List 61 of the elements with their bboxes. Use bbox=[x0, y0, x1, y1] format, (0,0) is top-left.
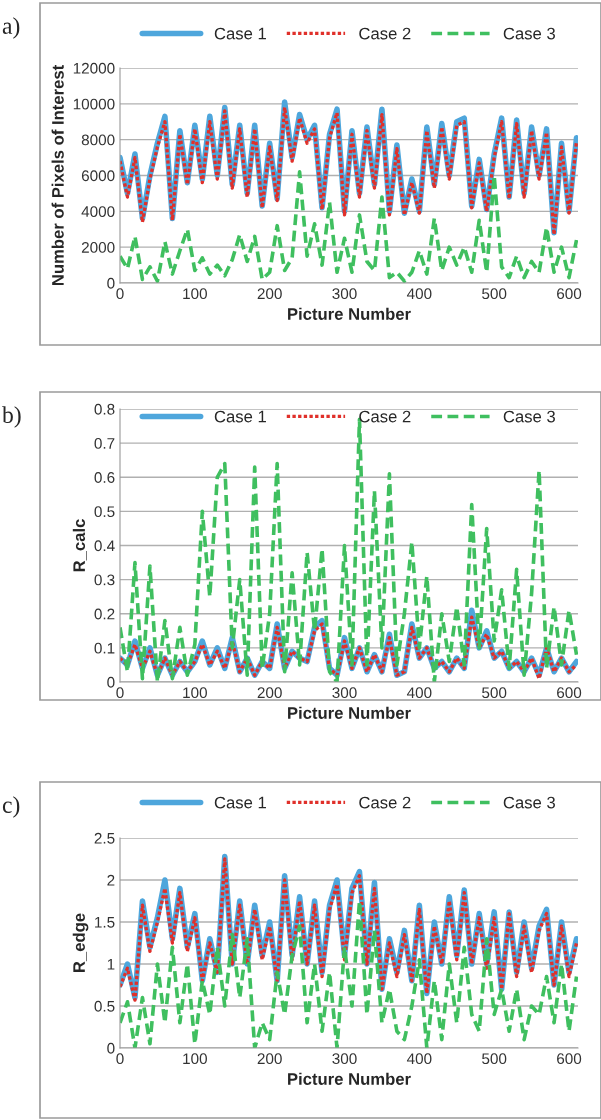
y-tick-label: 0.3 bbox=[94, 574, 115, 586]
x-tick-label: 0 bbox=[116, 288, 124, 300]
x-tick-label: 600 bbox=[557, 1053, 582, 1065]
y-tick-label: 0.1 bbox=[94, 642, 115, 654]
x-tick-label: 0 bbox=[116, 1053, 124, 1065]
text: b) bbox=[2, 406, 21, 428]
legend-label: Case 3 bbox=[503, 27, 555, 40]
y-tick-label: 12000 bbox=[73, 62, 115, 74]
y-tick-label: 4000 bbox=[81, 206, 115, 218]
y-axis-title: R_calc bbox=[72, 519, 87, 572]
legend-label: Case 1 bbox=[214, 796, 266, 809]
x-axis-title: Picture Number bbox=[288, 1072, 411, 1085]
x-tick-label: 400 bbox=[406, 1053, 432, 1065]
y-tick-label: 0.2 bbox=[94, 608, 115, 620]
x-tick-label: 400 bbox=[406, 288, 432, 300]
x-axis-title: Picture Number bbox=[288, 307, 411, 320]
y-tick-label: 0.8 bbox=[94, 403, 115, 415]
y-tick-label: 0.5 bbox=[94, 1000, 115, 1012]
legend-label: Case 1 bbox=[214, 410, 266, 423]
x-tick-label: 600 bbox=[557, 687, 582, 699]
x-tick-label: 200 bbox=[257, 687, 282, 699]
x-tick-label: 300 bbox=[332, 687, 357, 699]
legend-label: Case 3 bbox=[503, 410, 555, 423]
y-tick-label: 0 bbox=[107, 277, 115, 289]
legend-label: Case 2 bbox=[359, 410, 411, 423]
y-tick-label: 0.7 bbox=[94, 437, 115, 449]
y-tick-label: 10000 bbox=[73, 98, 115, 110]
x-tick-label: 600 bbox=[557, 288, 582, 300]
y-tick-label: 1 bbox=[107, 959, 115, 970]
y-tick-label: 2.5 bbox=[94, 832, 115, 844]
x-tick-label: 100 bbox=[183, 1053, 207, 1065]
x-tick-label: 500 bbox=[482, 288, 507, 300]
legend-label: Case 2 bbox=[359, 27, 411, 40]
x-tick-label: 100 bbox=[183, 687, 207, 699]
legend-label: Case 1 bbox=[214, 27, 266, 40]
text: a) bbox=[2, 17, 20, 39]
y-axis-title: Number of Pixels of Interest bbox=[51, 65, 64, 286]
y-tick-label: 2 bbox=[107, 874, 115, 886]
y-axis-title: R_edge bbox=[72, 913, 89, 972]
y-tick-label: 0.6 bbox=[94, 472, 115, 483]
text: c) bbox=[2, 796, 20, 818]
x-tick-label: 100 bbox=[183, 288, 207, 300]
x-tick-label: 400 bbox=[406, 687, 432, 699]
x-tick-label: 200 bbox=[257, 288, 282, 300]
x-tick-label: 500 bbox=[482, 687, 507, 699]
y-tick-label: 0.4 bbox=[94, 540, 115, 552]
x-axis-title: Picture Number bbox=[288, 706, 411, 719]
x-tick-label: 0 bbox=[116, 687, 124, 699]
y-tick-label: 0 bbox=[107, 676, 115, 688]
x-tick-label: 500 bbox=[482, 1053, 507, 1065]
y-tick-label: 6000 bbox=[81, 170, 115, 182]
y-tick-label: 0.5 bbox=[94, 506, 115, 518]
y-tick-label: 0 bbox=[107, 1042, 115, 1054]
x-tick-label: 300 bbox=[332, 1053, 357, 1065]
x-tick-label: 200 bbox=[257, 1053, 282, 1065]
x-tick-label: 300 bbox=[332, 288, 357, 300]
y-tick-label: 2000 bbox=[81, 242, 115, 253]
legend-label: Case 2 bbox=[359, 796, 411, 809]
y-tick-label: 1.5 bbox=[95, 917, 115, 928]
y-tick-label: 8000 bbox=[81, 134, 115, 146]
legend-label: Case 3 bbox=[503, 796, 555, 809]
